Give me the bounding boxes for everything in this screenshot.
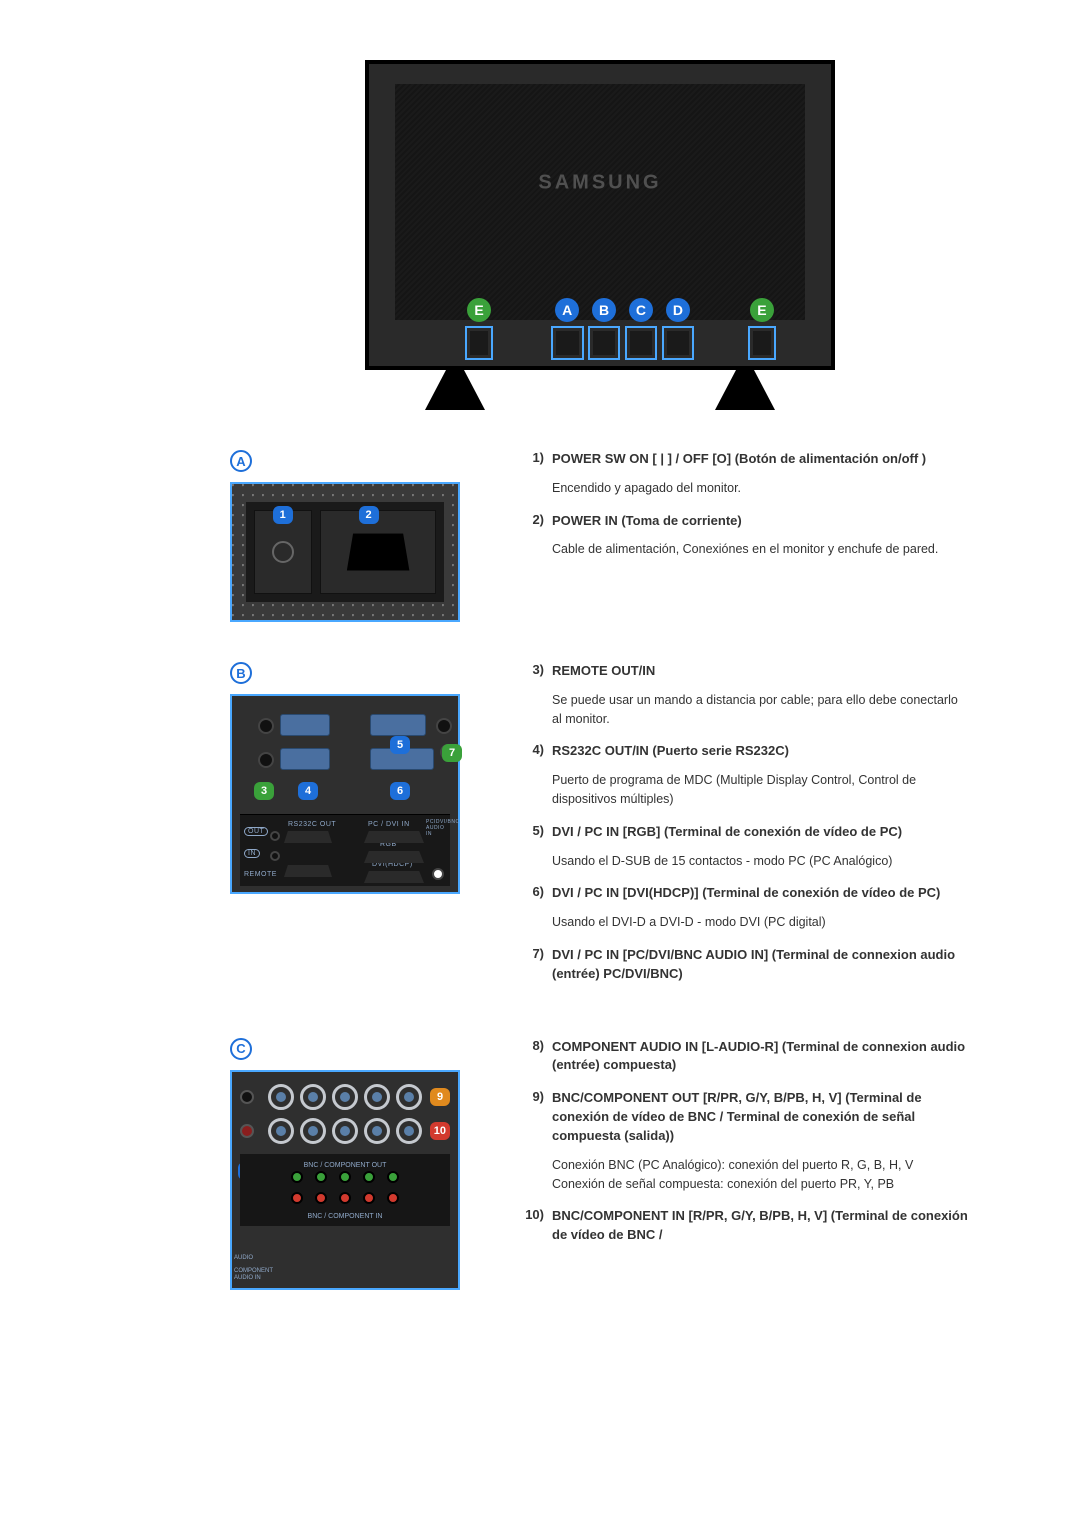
- monitor-zone-b: B: [588, 326, 621, 360]
- bnc-connector: [268, 1118, 294, 1144]
- callout-badge: 1: [273, 506, 293, 524]
- monitor-zone-c: C: [625, 326, 658, 360]
- section-letter: C: [230, 1038, 252, 1060]
- zone-badge: D: [666, 298, 690, 322]
- item-number: 8): [520, 1038, 546, 1076]
- caption: BNC / COMPONENT OUT: [246, 1162, 444, 1169]
- section-a: A121)POWER SW ON [ | ] / OFF [O] (Botón …: [230, 450, 970, 622]
- callout-badge: 2: [359, 506, 379, 524]
- item-desc: Encendido y apagado del monitor.: [552, 479, 970, 498]
- bnc-dot: [315, 1192, 327, 1204]
- bnc-connector: [332, 1118, 358, 1144]
- zone-badge: E: [467, 298, 491, 322]
- monitor-zone-e: E: [748, 326, 777, 360]
- item-number: 5): [520, 823, 546, 842]
- item-title: BNC/COMPONENT OUT [R/PR, G/Y, B/PB, H, V…: [552, 1089, 970, 1146]
- list-item: 3) REMOTE OUT/IN Se puede usar un mando a …: [520, 662, 970, 728]
- bnc-connector: [396, 1118, 422, 1144]
- port-label: OUT: [244, 827, 268, 836]
- item-title: DVI / PC IN [DVI(HDCP)] (Terminal de con…: [552, 884, 970, 903]
- bnc-dot: [339, 1192, 351, 1204]
- item-number: 2): [520, 512, 546, 531]
- bnc-dot: [315, 1171, 327, 1183]
- list-item: 2) POWER IN (Toma de corriente) Cable de a…: [520, 512, 970, 560]
- section-letter: A: [230, 450, 252, 472]
- caption: BNC / COMPONENT IN: [246, 1213, 444, 1220]
- item-number: 1): [520, 450, 546, 469]
- port-label: PC / DVI IN: [368, 821, 410, 828]
- item-number: 3): [520, 662, 546, 681]
- zone-badge: E: [750, 298, 774, 322]
- item-number: 7): [520, 946, 546, 984]
- item-number: 9): [520, 1089, 546, 1146]
- monitor-zone-e: E: [465, 326, 494, 360]
- list-item: 7)DVI / PC IN [PC/DVI/BNC AUDIO IN] (Ter…: [520, 946, 970, 984]
- bnc-dot: [363, 1192, 375, 1204]
- port-label: REMOTE: [244, 871, 277, 878]
- bnc-dot: [291, 1192, 303, 1204]
- list-item: 9)BNC/COMPONENT OUT [R/PR, G/Y, B/PB, H,…: [520, 1089, 970, 1193]
- monitor-diagram: SAMSUNG E ABCD E: [365, 60, 835, 410]
- item-desc: Usando el D-SUB de 15 contactos - modo P…: [552, 852, 970, 871]
- callout-badge: 7: [442, 744, 462, 762]
- bnc-connector: [364, 1084, 390, 1110]
- item-title: DVI / PC IN [RGB] (Terminal de conexión …: [552, 823, 970, 842]
- list-item: 4) RS232C OUT/IN (Puerto serie RS232C) Pue…: [520, 742, 970, 808]
- panel-c-image: 9108AUDIO COMPONENT AUDIO INBNC / COMPON…: [230, 1070, 460, 1290]
- bnc-dot: [363, 1171, 375, 1183]
- item-title: REMOTE OUT/IN: [552, 662, 970, 681]
- item-title: DVI / PC IN [PC/DVI/BNC AUDIO IN] (Termi…: [552, 946, 970, 984]
- bnc-dot: [387, 1192, 399, 1204]
- monitor-zone-d: D: [662, 326, 695, 360]
- item-title: COMPONENT AUDIO IN [L-AUDIO-R] (Terminal…: [552, 1038, 970, 1076]
- callout-badge: 3: [254, 782, 274, 800]
- panel-a-image: 12: [230, 482, 460, 622]
- side-label: AUDIO COMPONENT AUDIO IN: [234, 1255, 273, 1281]
- item-desc: Usando el DVI-D a DVI-D - modo DVI (PC d…: [552, 913, 970, 932]
- port-label: RS232C OUT: [288, 821, 336, 828]
- section-c: C9108AUDIO COMPONENT AUDIO INBNC / COMPO…: [230, 1038, 970, 1290]
- list-item: 8)COMPONENT AUDIO IN [L-AUDIO-R] (Termin…: [520, 1038, 970, 1076]
- bnc-dot: [339, 1171, 351, 1183]
- item-number: 10): [520, 1207, 546, 1245]
- section-letter: B: [230, 662, 252, 684]
- callout-badge: 5: [390, 736, 410, 754]
- list-item: 10)BNC/COMPONENT IN [R/PR, G/Y, B/PB, H,…: [520, 1207, 970, 1245]
- panel-b-image: 53467OUTINREMOTERS232C OUTRS232C INPC / …: [230, 694, 460, 894]
- callout-badge: 9: [430, 1088, 450, 1106]
- bnc-connector: [268, 1084, 294, 1110]
- callout-badge: 6: [390, 782, 410, 800]
- list-item: 5) DVI / PC IN [RGB] (Terminal de conexió…: [520, 823, 970, 871]
- brand-text: SAMSUNG: [538, 172, 661, 195]
- list-item: 6) DVI / PC IN [DVI(HDCP)] (Terminal de c…: [520, 884, 970, 932]
- port-label: IN: [244, 849, 260, 858]
- item-title: RS232C OUT/IN (Puerto serie RS232C): [552, 742, 970, 761]
- list-item: 1) POWER SW ON [ | ] / OFF [O] (Botón de …: [520, 450, 970, 498]
- item-title: POWER SW ON [ | ] / OFF [O] (Botón de al…: [552, 450, 970, 469]
- bnc-connector: [332, 1084, 358, 1110]
- bnc-connector: [300, 1084, 326, 1110]
- item-number: 4): [520, 742, 546, 761]
- item-desc: Conexión BNC (PC Analógico): conexión de…: [552, 1156, 970, 1194]
- bnc-connector: [300, 1118, 326, 1144]
- callout-badge: 10: [430, 1122, 450, 1140]
- zone-badge: C: [629, 298, 653, 322]
- zone-badge: A: [555, 298, 579, 322]
- section-b: B53467OUTINREMOTERS232C OUTRS232C INPC /…: [230, 662, 970, 998]
- item-desc: Se puede usar un mando a distancia por c…: [552, 691, 970, 729]
- item-desc: Cable de alimentación, Conexiónes en el …: [552, 540, 970, 559]
- zone-badge: B: [592, 298, 616, 322]
- item-number: 6): [520, 884, 546, 903]
- item-desc: Puerto de programa de MDC (Multiple Disp…: [552, 771, 970, 809]
- callout-badge: 4: [298, 782, 318, 800]
- item-title: POWER IN (Toma de corriente): [552, 512, 970, 531]
- monitor-zone-a: A: [551, 326, 584, 360]
- bnc-connector: [364, 1118, 390, 1144]
- bnc-dot: [387, 1171, 399, 1183]
- bnc-connector: [396, 1084, 422, 1110]
- item-title: BNC/COMPONENT IN [R/PR, G/Y, B/PB, H, V]…: [552, 1207, 970, 1245]
- bnc-dot: [291, 1171, 303, 1183]
